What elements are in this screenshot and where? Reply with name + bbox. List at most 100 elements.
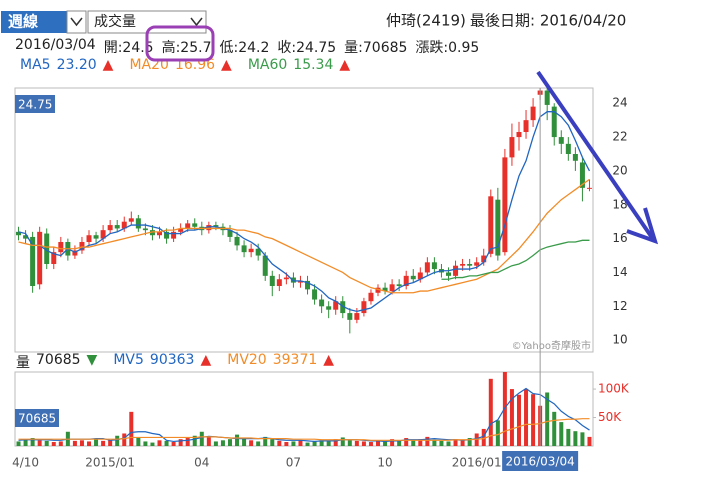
price-value-box — [15, 95, 55, 113]
volume-bar — [51, 442, 56, 446]
volume-bar — [453, 439, 458, 446]
volume-bar — [87, 441, 92, 446]
legend-arrow: ▲ — [339, 57, 351, 73]
volume-bar — [23, 439, 28, 446]
volume-bar — [552, 411, 557, 446]
candle-body — [164, 231, 170, 239]
candle-body — [276, 279, 282, 286]
x-tick-label: 2015/01 — [85, 456, 135, 470]
volume-bar — [249, 440, 254, 446]
candle-body — [333, 301, 339, 310]
volume-bar — [108, 440, 113, 446]
volume-bar — [446, 441, 451, 446]
y-tick-label: 12 — [612, 299, 627, 313]
candle-body — [185, 223, 191, 229]
candle-body — [121, 221, 127, 229]
volume-bar — [509, 389, 514, 446]
candle-body — [269, 275, 275, 286]
candle-body — [227, 230, 233, 237]
legend-value: 90363 — [149, 352, 195, 368]
candle-body — [128, 218, 134, 222]
y-tick-label: 100K — [598, 382, 630, 396]
volume-bar — [467, 438, 472, 446]
ma-line — [441, 239, 590, 280]
volume-bar — [150, 442, 155, 446]
candle-body — [114, 225, 120, 229]
candle-body — [495, 199, 501, 256]
candle-body — [312, 289, 318, 300]
indicator-label[interactable]: 成交量 — [94, 13, 136, 30]
legend-arrow: ▲ — [323, 352, 335, 368]
period-select[interactable] — [1, 11, 67, 33]
volume-bar — [587, 436, 592, 446]
legend-value: 15.34 — [293, 57, 334, 73]
info-item: 低:24.2 — [219, 40, 270, 56]
candle-body — [544, 90, 550, 105]
x-tick-label: 2016/01 — [452, 456, 502, 470]
volume-legend: 量 70685 ▼ MV5 90363 ▲ MV20 39371 ▲ — [16, 352, 344, 372]
candle-body — [234, 236, 240, 246]
volume-bar — [242, 438, 247, 446]
volume-bar — [263, 436, 268, 446]
volume-bar — [227, 439, 232, 446]
candle-body — [30, 236, 36, 286]
candle-body — [488, 196, 494, 254]
candle-body — [142, 228, 148, 231]
dropdown-button[interactable] — [66, 10, 87, 34]
volume-bar — [418, 439, 423, 446]
candle-body — [51, 252, 57, 264]
candle-body — [44, 233, 50, 264]
candle-body — [382, 287, 388, 292]
candle-body — [72, 250, 78, 256]
x-tick-label: 10 — [377, 456, 392, 470]
legend-arrow: ▲ — [102, 57, 114, 73]
candle-body — [262, 255, 268, 276]
candle-body — [417, 272, 423, 280]
volume-bar — [488, 378, 493, 446]
volume-bar — [270, 439, 275, 446]
volume-bar — [213, 441, 218, 446]
candle-body — [460, 264, 466, 266]
candle-body — [446, 272, 451, 276]
volume-bar — [72, 440, 77, 446]
y-tick-label: 16 — [612, 231, 627, 245]
volume-bar — [545, 392, 550, 446]
candle-body — [368, 292, 374, 302]
volume-bar — [94, 439, 99, 446]
candle-body — [79, 242, 85, 251]
stock-name: 仲琦(2419) — [386, 12, 466, 30]
volume-bar — [319, 440, 324, 446]
candle-body — [467, 264, 473, 266]
period-label[interactable]: 週線 — [8, 13, 38, 31]
y-tick-label: 24 — [612, 96, 627, 110]
candle-body — [453, 265, 459, 276]
info-item: 收:24.75 — [277, 40, 337, 56]
price-value: 24.75 — [18, 98, 52, 112]
candle-body — [474, 262, 480, 266]
volume-bar — [390, 439, 395, 446]
x-tick-label: 4/10 — [12, 456, 39, 470]
volume-bar — [580, 432, 585, 446]
legend-name: MA5 — [20, 57, 51, 73]
candle-body — [431, 262, 437, 270]
candle-body — [375, 287, 381, 293]
mv-line — [18, 387, 590, 443]
volume-bar — [16, 441, 21, 446]
candle-body — [565, 143, 571, 154]
candle-body — [192, 223, 198, 227]
watermark: ©Yahoo奇摩股市 — [512, 339, 591, 352]
y-tick-label: 20 — [612, 163, 627, 177]
candle-body — [107, 225, 113, 231]
volume-bar — [44, 440, 49, 446]
candle-body — [93, 235, 99, 239]
volume-bar — [573, 431, 578, 446]
volume-bar — [58, 441, 63, 446]
volume-bar — [305, 442, 310, 446]
cursor-date-box — [502, 451, 579, 471]
candle-body — [58, 242, 64, 253]
volume-bar — [531, 394, 536, 446]
volume-bar — [481, 428, 486, 446]
volume-bar — [460, 440, 465, 446]
volume-bar — [376, 440, 381, 446]
